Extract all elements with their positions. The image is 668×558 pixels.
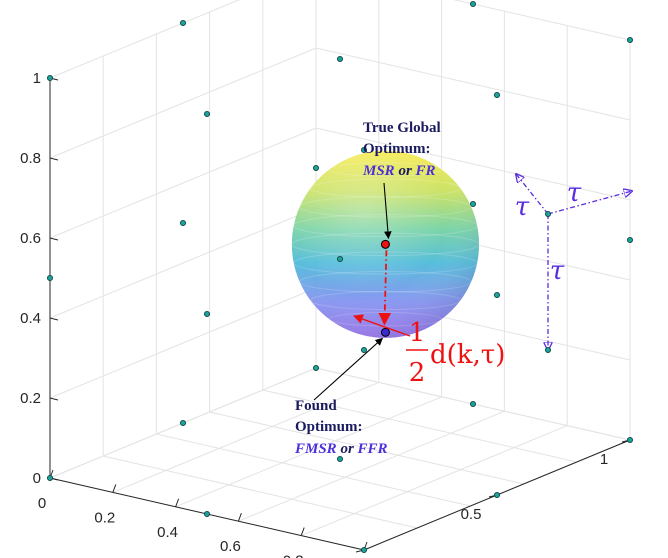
lattice-point	[469, 200, 476, 207]
z-tick-label: 0.2	[20, 390, 41, 407]
true-optimum-pointer	[383, 182, 392, 240]
lattice-point	[179, 419, 186, 426]
true-optimum-point	[380, 239, 390, 249]
lattice-point	[203, 310, 210, 317]
z-tick-label: 0.4	[20, 310, 41, 327]
method-label: or	[337, 441, 358, 457]
x-tick-mark	[175, 498, 180, 507]
tau-origin-point	[545, 210, 552, 217]
lattice-point	[627, 37, 634, 44]
lattice-point	[47, 474, 54, 481]
lattice-point	[360, 146, 367, 153]
lattice-point	[627, 436, 634, 443]
tau-label: τ	[550, 256, 565, 286]
lattice-point	[493, 291, 500, 298]
distance-arrow	[378, 250, 392, 326]
grid-line	[49, 47, 317, 159]
x-tick-mark	[300, 527, 305, 536]
method-label: FR	[415, 163, 436, 179]
distance-denominator: 2	[409, 358, 426, 388]
grid-line	[209, 411, 524, 485]
found-optimum-title-line2: Optimum:	[295, 419, 363, 435]
method-label: FFR	[357, 441, 388, 457]
grid-line	[315, 127, 631, 201]
z-tick-mark	[49, 237, 59, 241]
lattice-point	[179, 19, 186, 26]
x-tick-label: 0.6	[220, 538, 241, 555]
true-optimum-methods: MSR or FR	[362, 163, 436, 179]
lattice-point	[469, 1, 476, 7]
tau-label: τ	[567, 178, 582, 208]
lattice-point	[336, 255, 343, 262]
lattice-point	[179, 219, 186, 226]
grid-line	[315, 47, 631, 121]
true-optimum-title-line2: Optimum:	[363, 141, 431, 157]
found-optimum-point	[380, 327, 390, 337]
tau-illustration: τ τ τ	[515, 174, 632, 353]
tau-arrow-x	[516, 174, 549, 215]
lattice-point	[312, 364, 319, 371]
method-label: FMSR	[294, 441, 337, 457]
grid-line	[112, 381, 379, 493]
y-tick-label: 0.5	[461, 506, 482, 523]
lattice-point	[627, 236, 634, 243]
true-optimum-title-line1: True Global	[363, 120, 441, 136]
x-tick-label: 0.4	[157, 524, 178, 541]
distance-numerator: 1	[409, 318, 426, 348]
distance-expression: d(k,τ)	[430, 340, 505, 370]
distance-pointer	[353, 314, 411, 337]
lattice-point	[203, 111, 210, 118]
grid-line	[156, 433, 471, 507]
lattice-point	[360, 346, 367, 353]
grid-line	[49, 287, 317, 399]
grid-line	[238, 410, 505, 522]
z-tick-mark	[49, 317, 59, 321]
tau-end-point	[545, 346, 552, 353]
method-label: MSR	[362, 163, 395, 179]
x-tick-mark	[237, 513, 242, 522]
z-tick-mark	[49, 397, 59, 401]
z-tick-label: 1	[33, 70, 41, 87]
grid-line	[103, 455, 418, 529]
grid-line	[49, 207, 317, 319]
optimum-markers	[378, 239, 392, 337]
grid-line	[49, 0, 240, 79]
grid-line	[262, 389, 577, 463]
lattice-point	[203, 510, 210, 517]
found-optimum-title-line1: Found	[295, 398, 337, 414]
x-tick-label: 0.8	[283, 553, 304, 558]
lattice-points-front	[336, 255, 343, 262]
tau-arrow-y	[547, 191, 632, 215]
annotations: True Global Optimum: MSR or FR Found Optimum…	[294, 120, 505, 457]
y-tick-label: 1	[600, 451, 608, 468]
z-tick-label: 0.8	[20, 150, 41, 167]
grid-line	[175, 396, 442, 508]
found-optimum-pointer	[313, 337, 384, 401]
z-tick-mark	[49, 157, 59, 161]
tau-label: τ	[515, 192, 530, 222]
found-optimum-methods: FMSR or FFR	[294, 441, 388, 457]
lattice-points-back	[47, 1, 634, 554]
lattice-point	[336, 56, 343, 63]
lattice-point	[47, 75, 54, 82]
x-tick-mark	[112, 484, 117, 493]
lattice-point	[47, 274, 54, 281]
lattice-point	[493, 491, 500, 498]
lattice-point	[493, 92, 500, 99]
lattice-point	[312, 164, 319, 171]
z-tick-label: 0	[33, 470, 41, 487]
lattice-point	[469, 400, 476, 407]
x-tick-label: 0	[38, 495, 46, 512]
grid-line	[49, 127, 317, 239]
grid-line	[301, 425, 568, 537]
lattice-point	[360, 547, 367, 554]
x-tick-label: 0.2	[94, 509, 115, 526]
method-label: or	[395, 163, 416, 179]
z-tick-label: 0.6	[20, 230, 41, 247]
lattice-point	[336, 455, 343, 462]
